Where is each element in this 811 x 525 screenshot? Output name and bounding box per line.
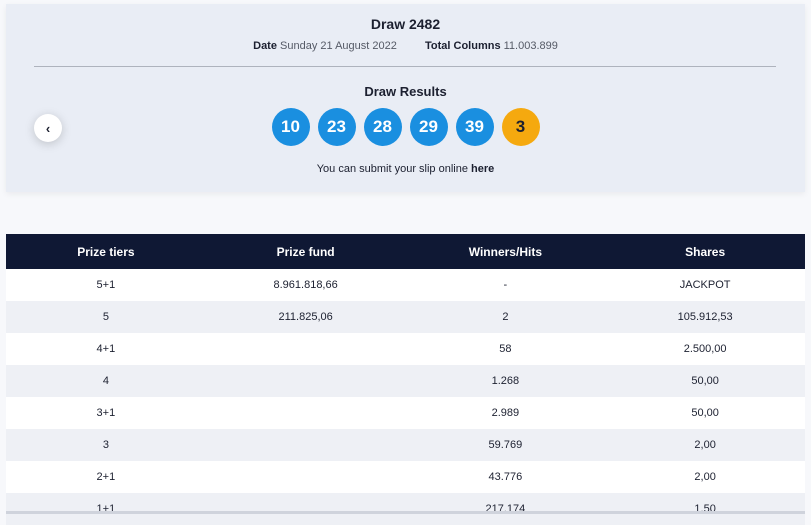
cell-winners: -	[503, 279, 508, 291]
number-ball: 10	[271, 108, 310, 146]
cell-shares: 2,00	[694, 439, 716, 451]
table-row: 5+1 8.961.818,66 - JACKPOT	[6, 269, 805, 301]
total-columns-label: Total Columns	[424, 40, 501, 52]
prize-table: Prize tiers Prize fund Winners/Hits Shar…	[6, 234, 805, 525]
draw-results-title: Draw Results	[364, 84, 447, 99]
cell-winners: 2.989	[491, 407, 520, 419]
table-row: 2+1 43.776 2,00	[6, 461, 805, 493]
number-ball: 29	[409, 108, 448, 146]
table-row: 5 211.825,06 2 105.912,53	[6, 301, 805, 333]
cell-tier: 5+1	[96, 279, 116, 291]
cell-fund	[206, 429, 406, 461]
cell-shares: 2.500,00	[683, 343, 727, 355]
cell-tier: 4+1	[96, 343, 116, 355]
total-columns-value: 11.003.899	[503, 40, 558, 52]
header-prize-fund: Prize fund	[276, 244, 335, 259]
table-row: 4+1 58 2.500,00	[6, 333, 805, 365]
draw-title: Draw 2482	[370, 16, 441, 32]
chevron-left-icon: ‹	[45, 120, 51, 136]
cell-fund	[206, 397, 406, 429]
number-ball: 23	[317, 108, 356, 146]
submit-here-link[interactable]: here	[471, 163, 495, 175]
table-row: 4 1.268 50,00	[6, 365, 805, 397]
cell-fund: 8.961.818,66	[273, 279, 338, 291]
previous-draw-button[interactable]: ‹	[34, 114, 62, 142]
cell-shares: 2,00	[694, 471, 716, 483]
table-bottom-border	[6, 511, 805, 514]
cell-fund	[206, 493, 406, 525]
draw-meta: Date Sunday 21 August 2022 Total Columns…	[6, 40, 805, 52]
table-row: 3+1 2.989 50,00	[6, 397, 805, 429]
divider	[34, 66, 776, 67]
header-winners-hits: Winners/Hits	[468, 244, 542, 259]
table-row: 1+1 217.174 1,50	[6, 493, 805, 525]
cell-shares: JACKPOT	[679, 279, 731, 291]
cell-winners: 217.174	[485, 503, 526, 515]
cell-fund	[206, 333, 406, 365]
cell-tier: 4	[102, 375, 109, 387]
number-ball: 39	[455, 108, 494, 146]
cell-tier: 5	[102, 311, 109, 323]
date-value: Sunday 21 August 2022	[280, 40, 397, 52]
date-label: Date	[253, 40, 277, 52]
cell-shares: 50,00	[691, 375, 719, 387]
submit-text: You can submit your slip online	[316, 163, 468, 175]
draw-card: Draw 2482 Date Sunday 21 August 2022 Tot…	[6, 4, 805, 192]
table-row: 3 59.769 2,00	[6, 429, 805, 461]
cell-tier: 2+1	[96, 471, 116, 483]
cell-winners: 2	[502, 311, 509, 323]
cell-shares: 1,50	[694, 503, 716, 515]
cell-tier: 3	[102, 439, 109, 451]
cell-shares: 105.912,53	[677, 311, 733, 323]
number-ball: 28	[363, 108, 402, 146]
table-header-row: Prize tiers Prize fund Winners/Hits Shar…	[6, 234, 805, 269]
cell-tier: 1+1	[96, 503, 116, 515]
draw-balls: 10 23 28 29 39 3	[6, 108, 805, 146]
cell-fund	[206, 365, 406, 397]
cell-winners: 1.268	[491, 375, 520, 387]
cell-fund: 211.825,06	[278, 311, 333, 323]
header-prize-tiers: Prize tiers	[77, 244, 135, 259]
cell-winners: 59.769	[488, 439, 523, 451]
submit-slip-text: You can submit your slip online here	[6, 163, 805, 175]
cell-shares: 50,00	[691, 407, 719, 419]
cell-winners: 58	[499, 343, 512, 355]
bonus-ball: 3	[501, 108, 540, 146]
header-shares: Shares	[685, 244, 726, 259]
cell-winners: 43.776	[488, 471, 523, 483]
cell-tier: 3+1	[96, 407, 116, 419]
cell-fund	[206, 461, 406, 493]
